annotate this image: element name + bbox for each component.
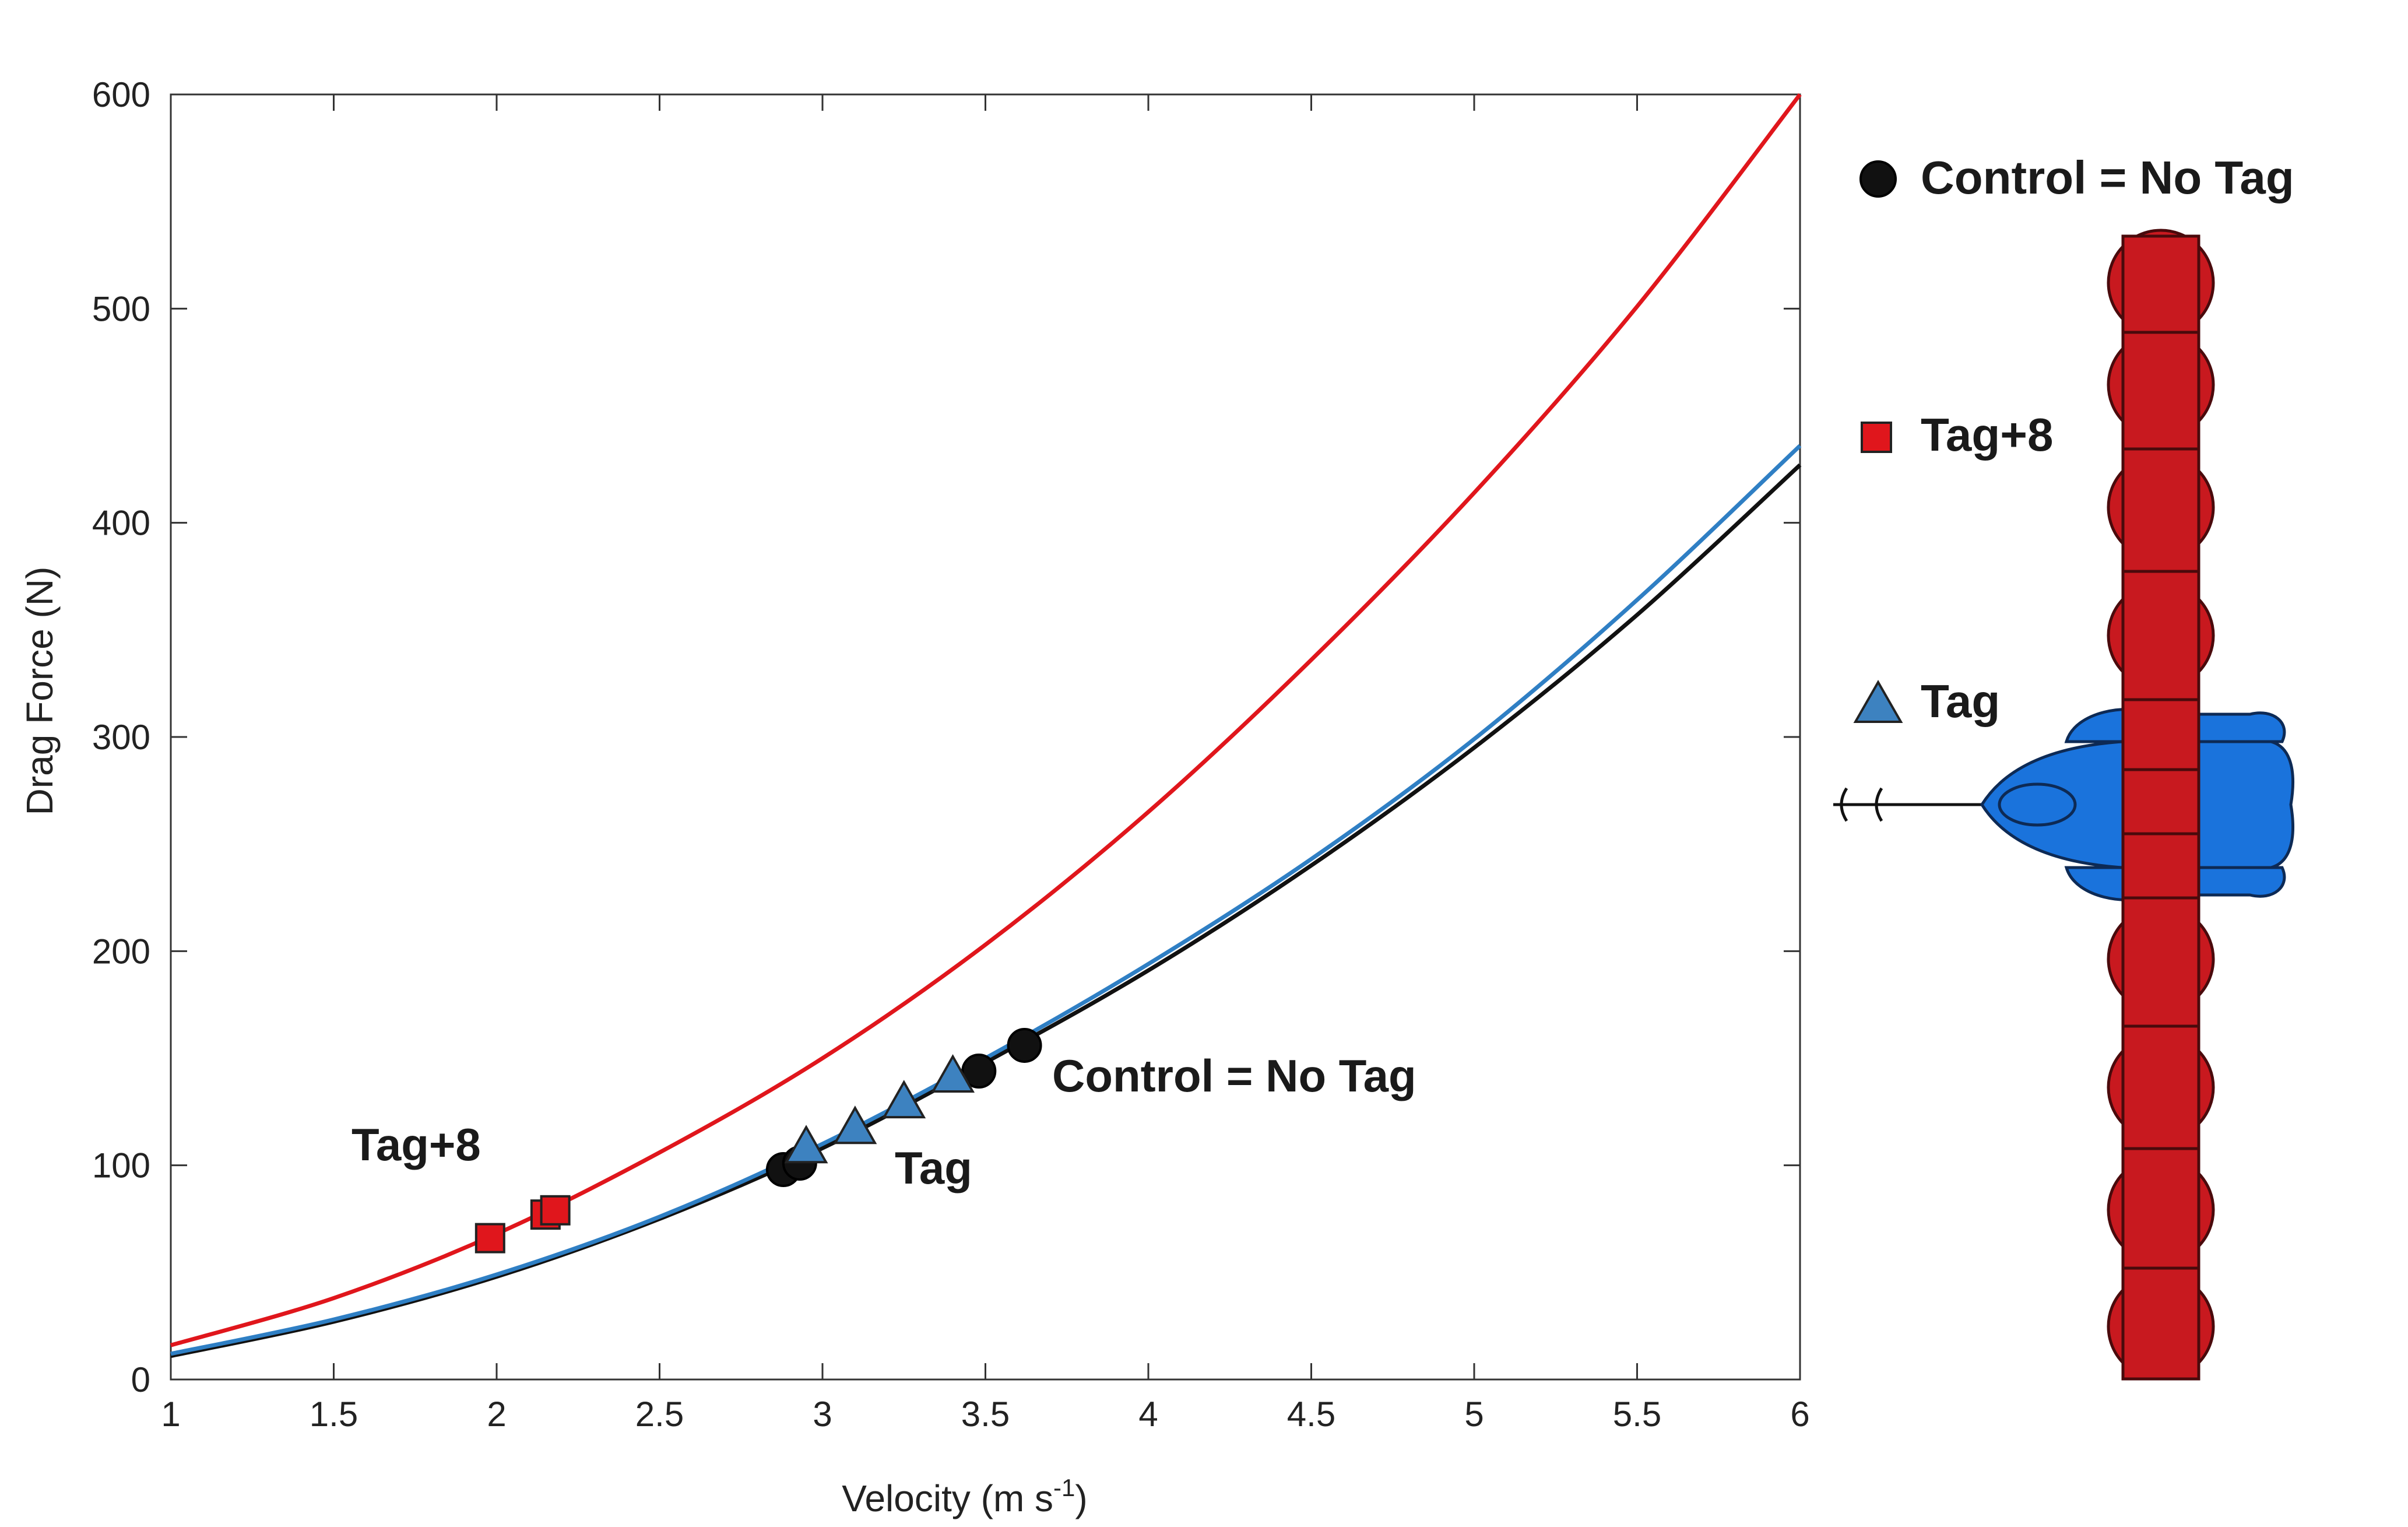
y-tick-label: 100: [92, 1146, 150, 1185]
tether-line: [1833, 787, 1982, 822]
legend: Control = No Tag Tag+8 Tag: [1853, 152, 2294, 727]
x-tick-label: 5: [1464, 1395, 1484, 1434]
x-tick-label: 1: [161, 1395, 180, 1434]
y-axis-label: Drag Force (N): [19, 567, 61, 816]
square-marker-icon: [1861, 422, 1892, 453]
data-point-control: [1007, 1027, 1042, 1063]
data-point-tag: [882, 1080, 926, 1119]
tag-array-illustration: [1833, 229, 2294, 1381]
y-tick-label: 400: [92, 504, 150, 543]
x-tick-label: 4: [1138, 1395, 1158, 1434]
legend-label-tag: Tag: [1921, 675, 2000, 727]
data-point-control: [961, 1054, 997, 1089]
axes: 1 1.5 2 2.5 3 3.5 4 4.5 5 5.5 6 0 100 200 300 400 500 600: [92, 75, 1810, 1434]
x-tick-label: 3.5: [961, 1395, 1010, 1434]
annotation-tag: Tag: [895, 1142, 972, 1193]
legend-label-tag8: Tag+8: [1921, 409, 2054, 461]
data-point-tag: [784, 1125, 828, 1164]
plot-frame: [170, 93, 1801, 1381]
x-tick-label: 4.5: [1287, 1395, 1335, 1434]
data-points: [474, 1027, 1042, 1254]
circle-marker-icon: [1859, 160, 1897, 198]
legend-label-control: Control = No Tag: [1921, 152, 2294, 203]
x-tick-label: 3: [813, 1395, 832, 1434]
legend-item-control: Control = No Tag: [1859, 152, 2294, 203]
y-tick-label: 500: [92, 289, 150, 328]
y-tick-label: 0: [131, 1360, 150, 1399]
legend-item-tag8: Tag+8: [1861, 409, 2054, 461]
x-tick-label: 5.5: [1613, 1395, 1661, 1434]
annotation-control: Control = No Tag: [1052, 1050, 1416, 1101]
fit-line-tag: [170, 444, 1802, 1356]
x-tick-label: 2.5: [635, 1395, 684, 1434]
triangle-marker-icon: [1853, 679, 1903, 723]
legend-item-tag: Tag: [1853, 675, 2000, 727]
fit-line-tag8: [170, 93, 1802, 1347]
data-point-tag8: [540, 1195, 571, 1226]
annotation-tag8: Tag+8: [351, 1119, 481, 1170]
data-point-tag: [931, 1054, 975, 1093]
tag-array-strip: [2107, 229, 2215, 1381]
x-tick-label: 6: [1790, 1395, 1809, 1434]
x-axis-label: Velocity (m s-1): [842, 1474, 1087, 1519]
x-tick-label: 1.5: [310, 1395, 358, 1434]
fit-line-control: [170, 463, 1802, 1358]
x-tick-label: 2: [487, 1395, 506, 1434]
data-point-tag8: [474, 1223, 505, 1254]
y-tick-label: 600: [92, 75, 150, 114]
y-tick-label: 300: [92, 718, 150, 757]
y-tick-label: 200: [92, 932, 150, 971]
data-point-tag: [833, 1105, 877, 1145]
